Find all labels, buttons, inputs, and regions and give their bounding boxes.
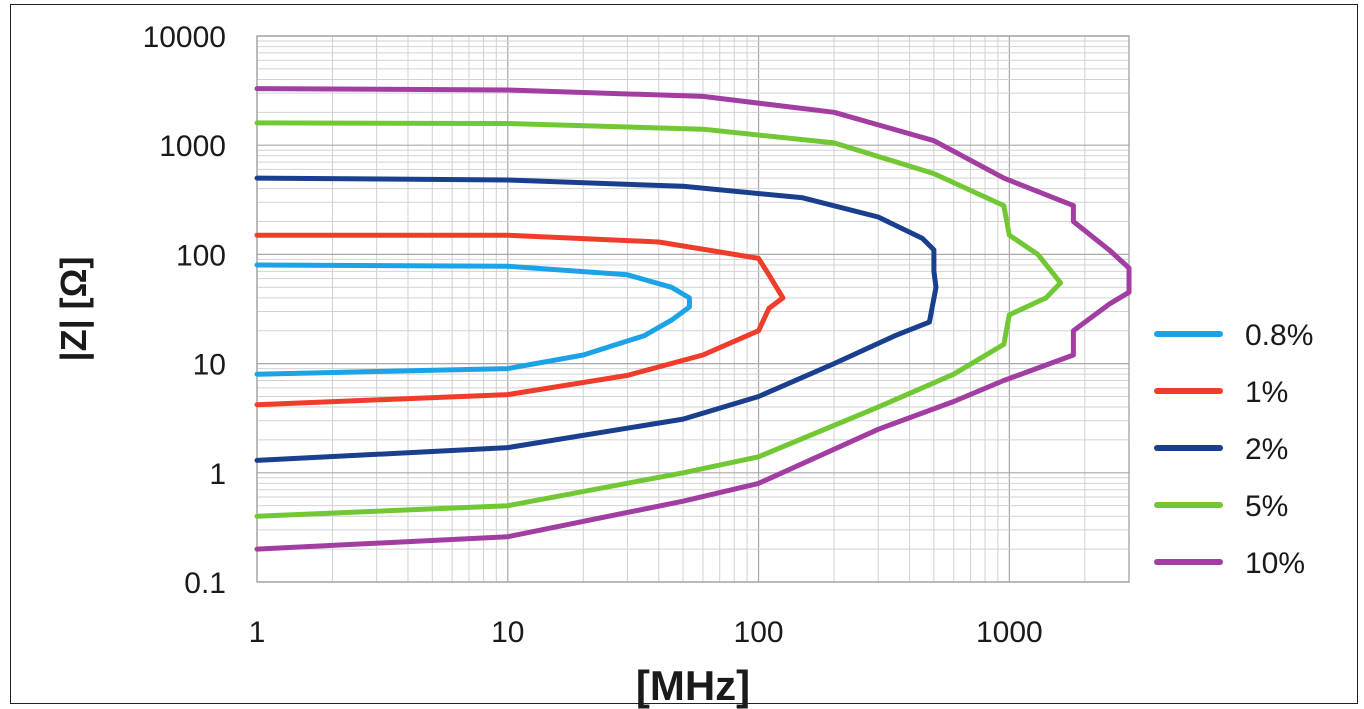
- legend-label: 10%: [1245, 547, 1305, 580]
- y-tick-label: 1000: [159, 130, 226, 163]
- series-lines: [254, 86, 1132, 552]
- legend-label: 0.8%: [1245, 319, 1313, 352]
- y-axis-title: |Z| [Ω]: [53, 257, 95, 362]
- series-line-5: [254, 86, 1132, 552]
- y-tick-label: 10000: [143, 21, 226, 54]
- legend: 0.8% 1% 2% 5% 10%: [1154, 319, 1313, 580]
- x-tick-label: 100: [734, 616, 784, 649]
- plot-area: [256, 35, 1130, 583]
- x-axis-title: [MHz]: [636, 662, 750, 709]
- y-tick-label: 1: [209, 458, 226, 491]
- x-tick-label: 1: [249, 616, 266, 649]
- tick-labels: 1 10 100 1000 10000 1000 100 10 1 0.1: [143, 21, 1043, 649]
- x-tick-label: 10: [491, 616, 524, 649]
- series-line-3: [254, 175, 939, 463]
- series-line-4: [254, 120, 1063, 519]
- legend-label: 2%: [1245, 433, 1288, 466]
- series-line-2: [254, 232, 786, 408]
- y-tick-label: 0.1: [184, 567, 226, 600]
- y-tick-label: 100: [176, 239, 226, 272]
- chart-frame: [10, 4, 1358, 704]
- legend-label: 5%: [1245, 490, 1288, 523]
- y-tick-label: 10: [193, 349, 226, 382]
- series-line-1: [254, 262, 692, 377]
- x-tick-label: 1000: [976, 616, 1043, 649]
- legend-label: 1%: [1245, 376, 1288, 409]
